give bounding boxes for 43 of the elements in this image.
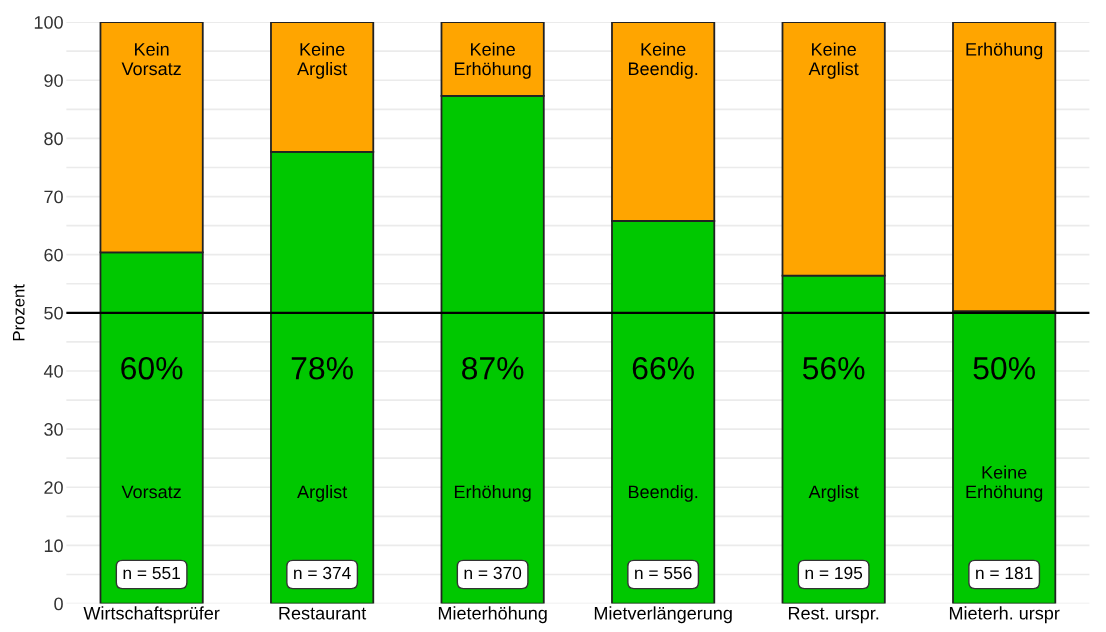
y-tick-label: 100 [34, 16, 63, 29]
annotation: Erhöhung [454, 484, 531, 502]
x-tick-label: Wirtschaftsprüfer [83, 606, 220, 624]
annotation: Keine Erhöhung [454, 42, 531, 79]
annotation: Beendig. [628, 484, 698, 502]
y-tick-label: 70 [44, 190, 63, 204]
x-tick-label: Mietverlängerung [594, 606, 732, 624]
x-tick-label: Restaurant [279, 607, 367, 620]
data-label: 56% [802, 356, 865, 380]
bar [952, 22, 1057, 313]
data-label: 78% [291, 356, 353, 380]
annotation: n = 551 [123, 567, 180, 580]
annotation: Arglist [297, 484, 348, 502]
y-tick-label: 20 [44, 481, 63, 494]
y-tick-label: 30 [44, 423, 63, 436]
data-label: 60% [121, 356, 183, 380]
y-tick-label: 50 [44, 306, 63, 320]
data-label: 50% [973, 356, 1035, 380]
data-label: 87% [462, 356, 524, 380]
y-tick-label: 60 [44, 248, 63, 262]
x-tick-label: Mieterhöhung [438, 606, 547, 624]
annotation: Kein Vorsatz [121, 42, 181, 76]
annotation: Keine Arglist [808, 42, 859, 79]
annotation: n = 556 [635, 566, 692, 580]
x-tick-label: Rest. urspr. [788, 607, 879, 624]
annotation: Vorsatz [121, 485, 181, 499]
y-tick-label: 10 [44, 539, 63, 553]
annotation: Keine Arglist [297, 42, 348, 79]
y-tick-label: 90 [44, 74, 63, 87]
annotation: Erhöhung [966, 42, 1043, 60]
annotation: n = 195 [805, 566, 863, 580]
y-axis-title: Prozent [12, 284, 25, 341]
y-tick-label: 40 [43, 364, 63, 378]
annotation: n = 374 [294, 566, 351, 580]
y-tick-label: 0 [54, 597, 63, 611]
annotation: Arglist [808, 484, 859, 502]
y-tick-label: 80 [44, 132, 63, 146]
annotation: Keine Beendig. [628, 42, 698, 79]
x-tick-label: Mieterh. urspr [949, 606, 1060, 624]
annotation: n = 181 [976, 566, 1033, 580]
data-label: 66% [632, 356, 694, 380]
annotation: n = 370 [464, 566, 522, 580]
annotation: Keine Erhöhung [966, 465, 1043, 502]
